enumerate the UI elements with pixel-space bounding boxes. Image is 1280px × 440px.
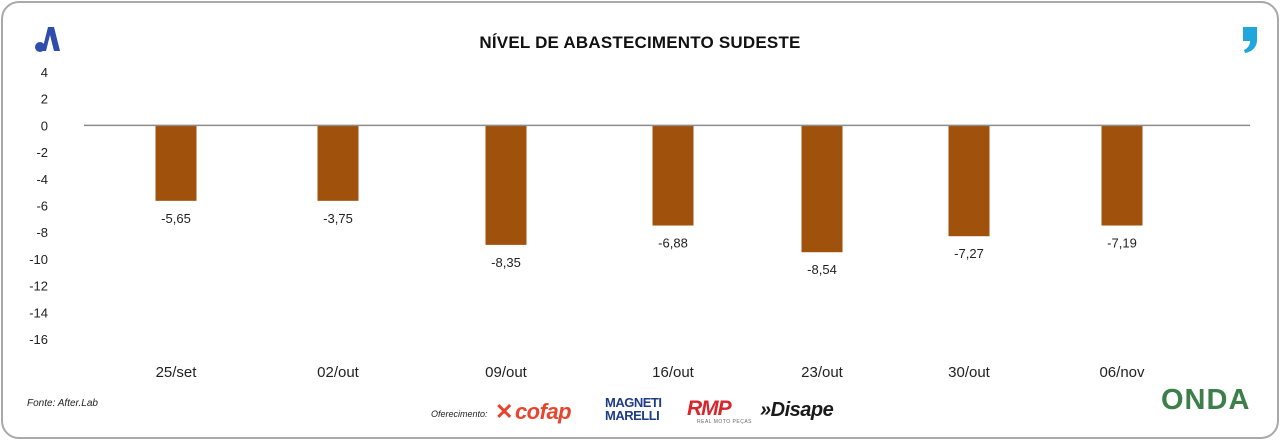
letter-a-logo-icon [33,25,63,58]
data-label: -6,88 [658,236,688,251]
y-tick-label: 4 [41,65,48,80]
comma-logo-icon [1239,24,1261,59]
data-label: -5,65 [161,211,191,226]
sponsor-label: Oferecimento: [431,409,488,419]
bar-02/out [317,125,359,201]
y-tick-label: -4 [36,172,48,187]
bar-25/set [155,125,197,201]
y-tick-label: -16 [29,332,48,347]
x-tick-label: 16/out [652,364,695,381]
bar-09/out [485,125,527,245]
x-tick-label: 09/out [485,364,528,381]
x-tick-label: 02/out [317,364,360,381]
bar-23/out [801,125,843,253]
cofap-mark-icon: ✕ [495,399,513,424]
disape-text: Disape [770,399,834,421]
data-label: -8,54 [807,262,837,277]
bar-30/out [948,125,990,237]
y-tick-label: -12 [29,279,48,294]
data-label: -8,35 [491,255,521,270]
cofap-text: cofap [514,399,572,424]
y-tick-label: 0 [41,118,48,133]
x-tick-label: 23/out [801,364,844,381]
y-tick-label: -6 [36,199,48,214]
y-tick-label: -10 [29,252,48,267]
y-tick-label: -8 [36,225,48,240]
rmp-logo: RMP [687,397,732,420]
magneti-marelli-logo: MAGNETI MARELLI [605,395,662,423]
y-tick-label: -2 [36,145,48,160]
y-tick-label: 2 [41,92,48,107]
x-tick-label: 06/nov [1099,364,1145,381]
y-tick-label: -14 [29,305,48,320]
rmp-subtitle: REAL MOTO PEÇAS [697,419,753,425]
bar-16/out [652,125,694,226]
onda-logo: ONDA [1161,384,1251,416]
chart-title: NÍVEL DE ABASTECIMENTO SUDESTE [479,33,801,52]
disape-logo: »Disape [760,399,834,421]
data-label: -7,27 [954,246,984,261]
x-tick-label: 25/set [156,364,198,381]
data-label: -7,19 [1107,236,1137,251]
data-label: -3,75 [323,211,353,226]
x-tick-label: 30/out [948,364,991,381]
bar-06/nov [1101,125,1143,226]
source-note: Fonte: After.Lab [27,398,98,409]
cofap-logo: ✕cofap [495,399,572,425]
